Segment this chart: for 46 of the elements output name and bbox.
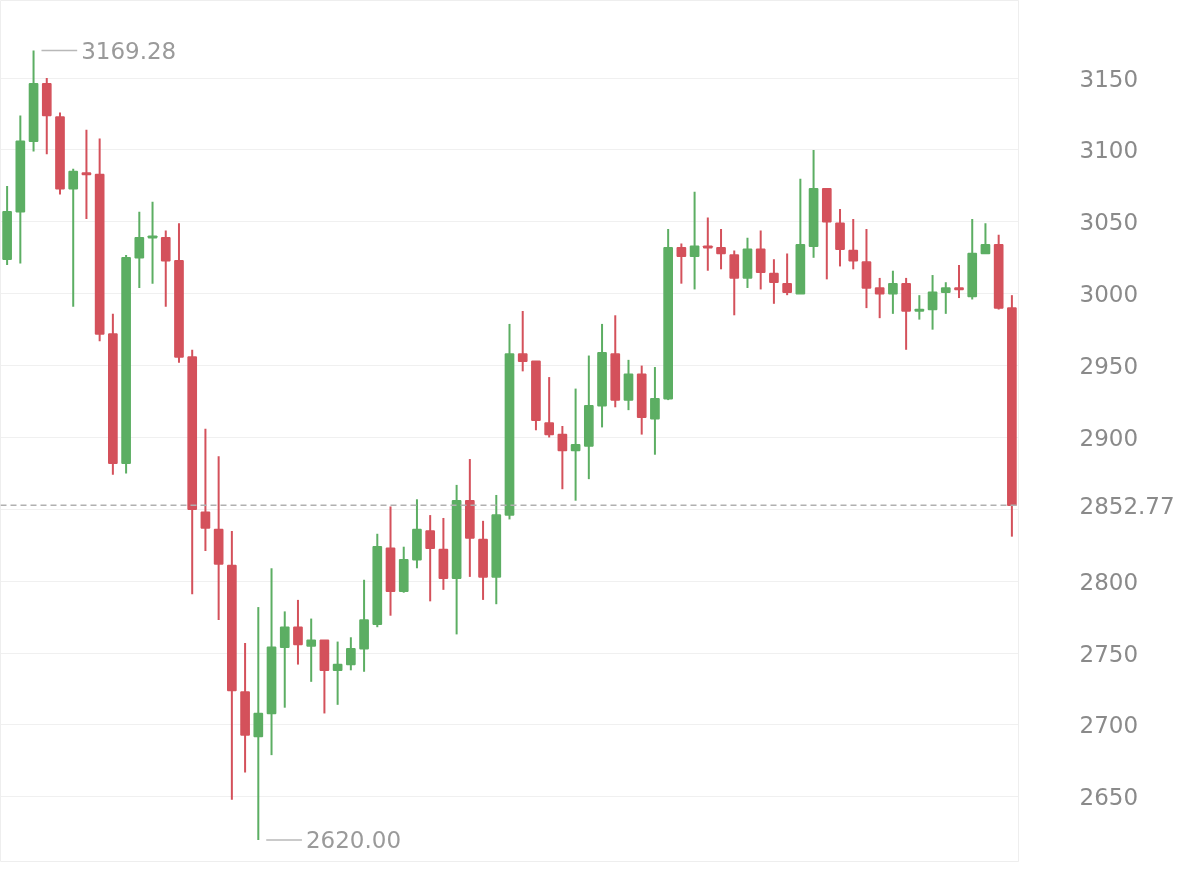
- candlestick: [716, 228, 726, 271]
- ref-line-label: 2852.77: [1079, 492, 1175, 519]
- candlestick: [81, 128, 92, 220]
- candlestick: [954, 263, 964, 300]
- y-tick-label: 2800: [1079, 568, 1139, 595]
- y-tick-label: 2750: [1079, 640, 1139, 667]
- candlestick: [200, 427, 211, 553]
- candlestick: [570, 387, 581, 502]
- candlestick: [755, 229, 766, 291]
- candlestick: [782, 252, 792, 297]
- candlestick: [769, 258, 779, 305]
- candlestick: [557, 424, 568, 491]
- candlestick: [517, 309, 528, 373]
- candlestick: [874, 276, 885, 320]
- y-tick-label: 3100: [1079, 137, 1139, 164]
- y-tick-label: 2900: [1079, 424, 1139, 451]
- candlestick: [980, 222, 991, 255]
- candlestick: [544, 376, 555, 439]
- y-tick-label: 3050: [1079, 209, 1139, 236]
- candlestick: [134, 210, 145, 289]
- candlestick: [160, 229, 171, 308]
- y-tick-label: 2950: [1079, 353, 1139, 380]
- y-tick-label: 3150: [1079, 65, 1139, 92]
- candlestick: [68, 167, 79, 308]
- candlestick: [332, 640, 343, 706]
- candlestick: [346, 636, 356, 672]
- candlestick: [306, 617, 317, 683]
- candlestick: [147, 200, 158, 285]
- y-tick-label: 3000: [1079, 281, 1139, 308]
- candlestick: [689, 190, 700, 291]
- candlestick: [293, 598, 303, 666]
- candlestick: [927, 274, 938, 331]
- candlestick: [848, 217, 859, 271]
- candlestick: [888, 269, 898, 315]
- candlestick: [729, 249, 740, 317]
- annotation: 2620.00: [305, 827, 402, 854]
- candlestick: [676, 242, 687, 285]
- candlestick: [650, 366, 660, 456]
- candlestick: [914, 294, 925, 321]
- candlestick: [940, 281, 951, 315]
- annotation: 3169.28: [81, 37, 177, 64]
- y-tick-label: 2700: [1079, 712, 1139, 739]
- candlestick: [253, 606, 264, 841]
- candlestick: [425, 514, 436, 603]
- y-tick-label: 2650: [1079, 784, 1139, 811]
- candlestick: [279, 610, 290, 709]
